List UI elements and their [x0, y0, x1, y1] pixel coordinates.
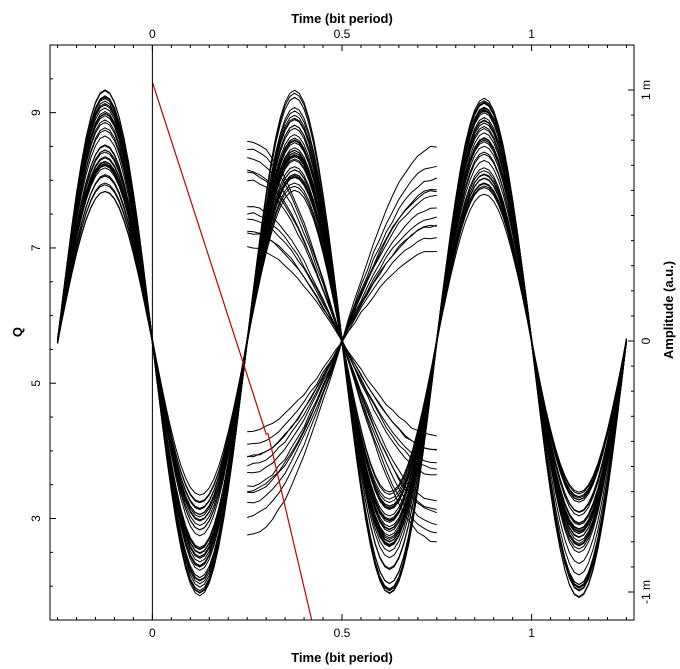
eye-trace [57, 127, 627, 594]
y-tick-label-right: -1 m [639, 580, 653, 604]
y-axis-right-title: Amplitude (a.u.) [661, 261, 676, 359]
eye-trace [57, 92, 627, 576]
eye-trace [57, 110, 627, 592]
eye-trace [57, 152, 627, 599]
eye-trace [57, 112, 627, 532]
y-tick-label-right: 0 [639, 337, 653, 344]
eye-trace [57, 100, 627, 538]
eye-trace [57, 132, 627, 592]
plot-border [49, 44, 635, 621]
eye-trace [57, 154, 627, 563]
x-axis-bottom-title: Time (bit period) [291, 650, 393, 665]
eye-trace [57, 114, 627, 555]
y-tick-label-left: 5 [29, 380, 43, 387]
y-tick-label-left: 9 [29, 109, 43, 116]
plot-frame [49, 44, 635, 621]
eye-trace [57, 149, 627, 594]
eye-trace [57, 100, 627, 525]
eye-trace [57, 149, 627, 588]
y-tick-label-left: 7 [29, 244, 43, 251]
eye-traces [57, 89, 627, 599]
eye-trace [57, 95, 627, 558]
tick-marks [50, 45, 634, 620]
x-tick-label-bottom: 1 [528, 626, 535, 640]
eye-trace [57, 109, 627, 549]
eye-trace [57, 106, 627, 550]
eye-trace [57, 101, 627, 593]
x-tick-label-top: 0.5 [334, 27, 351, 41]
eye-trace [57, 155, 627, 597]
y-axis-left-title: Q [10, 327, 25, 337]
q-factor-layer [151, 82, 313, 621]
eye-trace [57, 107, 627, 595]
eye-trace [57, 102, 627, 533]
eye-trace [57, 120, 627, 588]
y-tick-label-right: 1 m [639, 80, 653, 100]
tick-labels: 0 0.5 1 0 0.5 1 3 5 7 9 -1 m 0 1 m [29, 27, 653, 640]
eye-trace [57, 97, 627, 598]
y-tick-label-left: 3 [29, 515, 43, 522]
x-axis-top-title: Time (bit period) [291, 11, 393, 26]
eye-trace [57, 111, 627, 554]
eye-trace [57, 104, 627, 545]
x-tick-label-top: 1 [528, 27, 535, 41]
x-tick-label-bottom: 0 [149, 626, 156, 640]
q-factor-line [151, 82, 313, 621]
x-tick-label-top: 0 [149, 27, 156, 41]
x-tick-label-bottom: 0.5 [334, 626, 351, 640]
